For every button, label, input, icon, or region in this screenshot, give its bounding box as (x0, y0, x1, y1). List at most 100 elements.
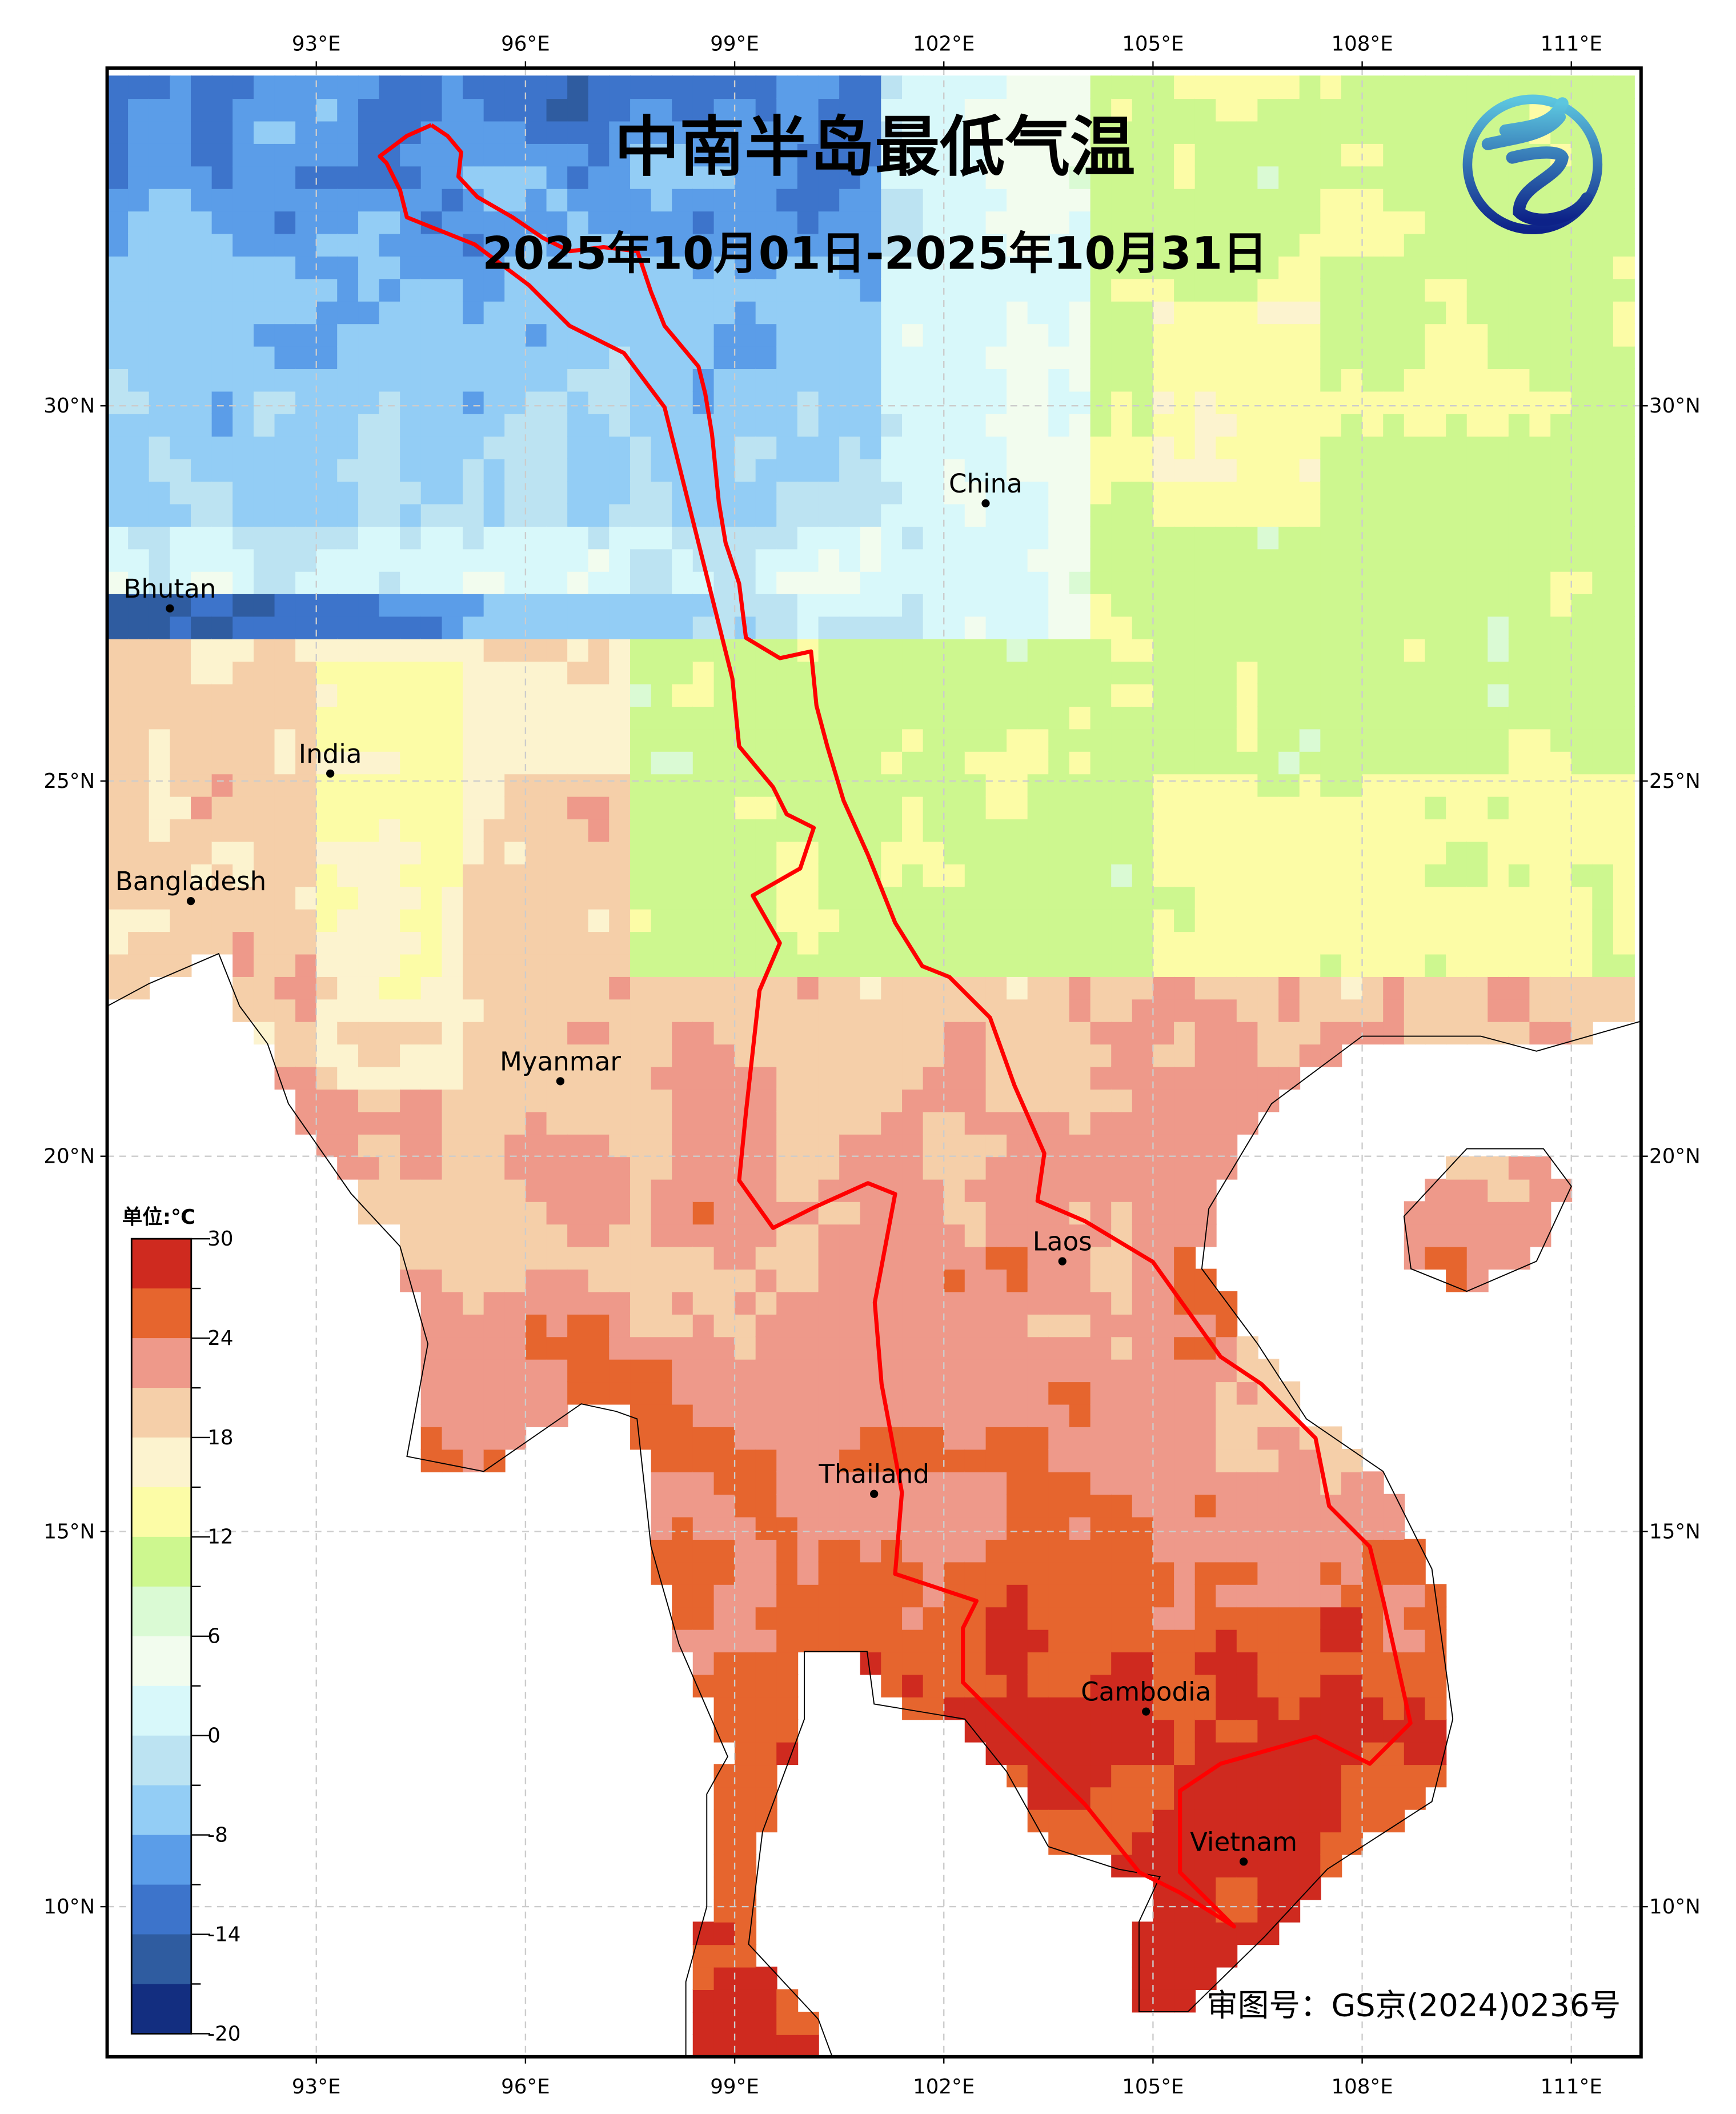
temperature-cell (170, 548, 192, 572)
temperature-cell (692, 210, 715, 234)
temperature-cell (923, 841, 945, 864)
temperature-cell (1069, 98, 1091, 122)
temperature-cell (1027, 98, 1049, 122)
temperature-cell (149, 210, 171, 234)
temperature-cell (1174, 1989, 1196, 2013)
temperature-cell (379, 75, 401, 99)
temperature-cell (504, 1223, 527, 1247)
temperature-cell (1341, 1539, 1363, 1563)
temperature-cell (1383, 796, 1405, 820)
temperature-cell (713, 886, 736, 910)
temperature-cell (735, 1268, 757, 1292)
temperature-cell (211, 346, 234, 370)
temperature-cell (985, 954, 1008, 977)
temperature-cell (211, 503, 234, 527)
temperature-cell (483, 1268, 506, 1292)
temperature-cell (1111, 773, 1133, 797)
temperature-cell (1236, 1021, 1258, 1045)
country-labels: BhutanIndiaBangladeshMyanmarChinaLaosTha… (115, 469, 1297, 1866)
temperature-cell (358, 908, 380, 932)
temperature-cell (713, 165, 736, 189)
temperature-cell (944, 435, 966, 459)
temperature-cell (1048, 1021, 1071, 1045)
temperature-cell (1341, 165, 1363, 189)
temperature-cell (755, 1606, 777, 1630)
temperature-cell (860, 1584, 882, 1608)
temperature-cell (588, 548, 610, 572)
temperature-cell (107, 165, 129, 189)
temperature-cell (1216, 1944, 1238, 1968)
temperature-cell (985, 1178, 1008, 1202)
temperature-cell (797, 1043, 819, 1067)
temperature-cell (316, 188, 338, 212)
temperature-cell (735, 1494, 757, 1518)
temperature-cell (651, 255, 673, 279)
temperature-cell (1132, 1561, 1154, 1585)
temperature-cell (274, 413, 296, 437)
temperature-cell (1174, 368, 1196, 392)
colorbar-tick-label: 30 (207, 1227, 233, 1251)
temperature-cell (672, 210, 694, 234)
temperature-cell (483, 683, 506, 707)
temperature-cell (797, 1111, 819, 1135)
temperature-cell (1320, 841, 1342, 864)
temperature-cell (358, 1043, 380, 1067)
temperature-cell (672, 1471, 694, 1495)
temperature-cell (504, 1156, 527, 1180)
lon-tick-label: 108°E (1331, 32, 1393, 55)
temperature-cell (692, 615, 715, 639)
temperature-cell (1069, 1471, 1091, 1495)
temperature-cell (128, 638, 150, 662)
temperature-cell (1571, 255, 1593, 279)
temperature-cell (128, 98, 150, 122)
temperature-cell (1111, 1201, 1133, 1225)
temperature-cell (1069, 615, 1091, 639)
temperature-cell (735, 1426, 757, 1450)
temperature-cell (1111, 1381, 1133, 1405)
temperature-cell (1466, 615, 1489, 639)
temperature-cell (1508, 548, 1530, 572)
temperature-cell (1571, 323, 1593, 347)
temperature-cell (735, 503, 757, 527)
temperature-cell (944, 683, 966, 707)
temperature-cell (1090, 638, 1112, 662)
temperature-cell (1111, 1606, 1133, 1630)
temperature-cell (1048, 1539, 1071, 1563)
temperature-cell (1299, 98, 1321, 122)
temperature-cell (692, 638, 715, 662)
temperature-cell (735, 188, 757, 212)
temperature-cell (1613, 954, 1635, 977)
temperature-cell (985, 301, 1008, 325)
temperature-cell (442, 886, 464, 910)
temperature-cell (1383, 98, 1405, 122)
temperature-cell (902, 1156, 924, 1180)
temperature-cell (1216, 278, 1238, 302)
temperature-cell (274, 435, 296, 459)
temperature-cell (881, 954, 903, 977)
temperature-cell (170, 435, 192, 459)
temperature-cell (1216, 1043, 1238, 1067)
temperature-cell (902, 1696, 924, 1720)
temperature-cell (253, 165, 275, 189)
temperature-cell (1278, 98, 1301, 122)
temperature-cell (1174, 1448, 1196, 1472)
temperature-cell (546, 278, 568, 302)
temperature-cell (1194, 1178, 1217, 1202)
temperature-cell (400, 1178, 422, 1202)
temperature-cell (463, 526, 485, 550)
temperature-cell (1446, 638, 1468, 662)
temperature-cell (1111, 1809, 1133, 1833)
temperature-cell (692, 233, 715, 257)
temperature-cell (1111, 143, 1133, 167)
temperature-cell (128, 75, 150, 99)
temperature-cell (1383, 278, 1405, 302)
temperature-cell (1257, 1359, 1280, 1383)
temperature-cell (1216, 481, 1238, 505)
colorbar-bin (131, 1835, 191, 1885)
temperature-cell (567, 526, 590, 550)
temperature-cell (692, 1516, 715, 1540)
temperature-cell (295, 931, 318, 955)
temperature-cell (964, 1134, 987, 1158)
temperature-cell (860, 818, 882, 842)
temperature-cell (944, 1516, 966, 1540)
